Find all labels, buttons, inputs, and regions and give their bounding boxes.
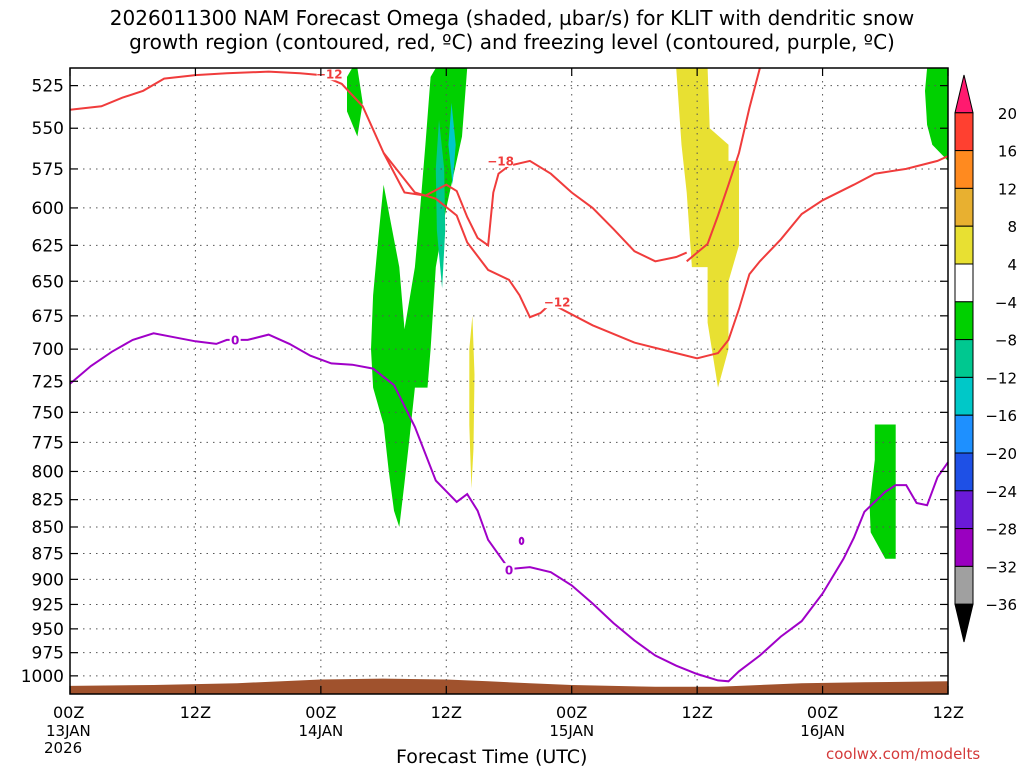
contour--12 (69, 70, 949, 360)
y-tick-label: 750 (32, 403, 64, 423)
colorbar-swatch (954, 112, 974, 152)
y-tick-label: 650 (32, 272, 64, 292)
contour-label: −12 (544, 296, 571, 310)
x-axis-title: Forecast Time (UTC) (396, 746, 588, 768)
colorbar-bottom-arrow (954, 603, 974, 643)
year-label: 2026 (44, 739, 83, 757)
contour-label: −12 (316, 68, 343, 82)
terrain-ground (70, 678, 948, 694)
x-tick-label: 00Z (305, 703, 336, 722)
colorbar-swatch (954, 301, 974, 341)
y-tick-label: 850 (32, 518, 64, 538)
contour-label-bg (316, 67, 342, 81)
title-line-2: growth region (contoured, red, ºC) and f… (129, 30, 895, 54)
contour--12-upper (686, 67, 761, 263)
y-tick-label: 525 (32, 77, 64, 97)
y-tick-label: 675 (32, 307, 64, 327)
colorbar-swatch (954, 452, 974, 492)
colorbar-label: −24 (985, 483, 1017, 501)
omega-region-5 (469, 315, 475, 489)
colorbar-label: −20 (985, 445, 1017, 463)
contour-label: −18 (487, 154, 514, 168)
omega-region-6 (925, 68, 948, 161)
omega-region-4 (676, 68, 739, 388)
contour-label: 0 (231, 333, 239, 347)
y-tick-label: 1000 (21, 667, 64, 687)
pressure-axis: 525 550 575 600 625 650 675 700 725 750 775 800 825 8… (21, 77, 948, 687)
x-tick-label: 12Z (180, 703, 211, 722)
contour-label-bg (229, 332, 241, 346)
y-tick-label: 700 (32, 340, 64, 360)
grid-lines (70, 68, 948, 694)
contour-label: 0 (505, 564, 513, 578)
colorbar-swatch (954, 414, 974, 454)
omega-region-0 (347, 68, 363, 137)
x-date-label: 14JAN (298, 722, 343, 740)
chart-title: 2026011300 NAM Forecast Omega (shaded, µ… (0, 6, 1024, 54)
y-tick-label: 875 (32, 545, 64, 565)
y-tick-label: 900 (32, 570, 64, 590)
y-tick-label: 950 (32, 620, 64, 640)
colorbar-swatch (954, 225, 974, 265)
colorbar-swatch (954, 565, 974, 605)
colorbar-swatch (954, 376, 974, 416)
contour--18 (382, 152, 688, 263)
colorbar-label: −16 (985, 407, 1017, 425)
contour-label-bg (503, 563, 515, 577)
x-tick-label: 00Z (53, 703, 84, 722)
colorbar-swatch (954, 490, 974, 530)
colorbar-swatch (954, 150, 974, 189)
terrain-layer (70, 678, 948, 694)
colorbar-swatch (954, 528, 974, 567)
colorbar-label: −8 (995, 332, 1017, 350)
colorbar-label: −12 (985, 369, 1017, 387)
omega-region-7 (869, 424, 896, 559)
colorbar-swatch (954, 339, 974, 378)
x-tick-label: 12Z (681, 703, 712, 722)
colorbar-label: −32 (985, 558, 1017, 576)
colorbar-label: 20 (998, 105, 1017, 123)
y-tick-label: 800 (32, 462, 64, 482)
title-line-1: 2026011300 NAM Forecast Omega (shaded, µ… (109, 6, 915, 30)
y-tick-label: 600 (32, 199, 64, 219)
colorbar-label: −36 (985, 596, 1017, 614)
y-tick-label: 725 (32, 372, 64, 392)
x-tick-label: 00Z (807, 703, 838, 722)
x-date-label: 16JAN (800, 722, 845, 740)
x-tick-label: 12Z (431, 703, 462, 722)
colorbar-label: −4 (995, 294, 1017, 312)
y-tick-label: 550 (32, 119, 64, 139)
y-tick-label: 575 (32, 160, 64, 180)
x-date-label: 15JAN (549, 722, 594, 740)
colorbar-swatch (954, 187, 974, 227)
contour-label-bg (488, 153, 514, 167)
omega-colorbar: 20 16 12 8 4 −4 −8 −12 −16 −20 −24 −28 −32 −36 (954, 74, 1017, 643)
contour-0 (69, 332, 949, 683)
x-tick-label: 00Z (556, 703, 587, 722)
colorbar-top-arrow (954, 74, 974, 114)
y-tick-label: 625 (32, 236, 64, 256)
contour-lines: −12 −18 −12 0 0 (69, 67, 949, 683)
colorbar-label: −28 (985, 521, 1017, 539)
colorbar-label: 8 (1007, 218, 1017, 236)
colorbar-label: 4 (1007, 256, 1017, 274)
contour-label-bg (544, 295, 570, 309)
colorbar-label: 16 (998, 143, 1017, 161)
colorbar-label: 12 (998, 180, 1017, 198)
colorbar-swatch (954, 263, 974, 303)
y-tick-label: 925 (32, 595, 64, 615)
y-tick-label: 825 (32, 491, 64, 511)
contour-0-blip (518, 536, 525, 546)
x-date-label: 13JAN (46, 722, 91, 740)
x-tick-label: 12Z (933, 703, 964, 722)
omega-region-2 (435, 119, 446, 289)
omega-shading (347, 68, 948, 559)
y-tick-label: 975 (32, 644, 64, 664)
watermark-link[interactable]: coolwx.com/modelts (826, 745, 981, 763)
y-tick-label: 775 (32, 433, 64, 453)
omega-region-3 (448, 102, 456, 185)
